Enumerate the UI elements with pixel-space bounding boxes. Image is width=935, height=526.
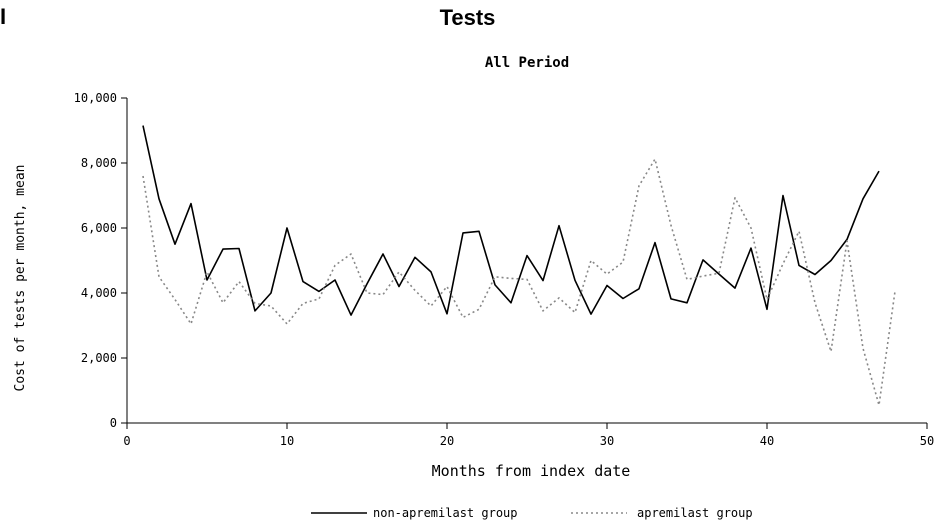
y-ticks: 0 2,000 4,000 6,000 8,000 10,000 [74, 91, 127, 430]
y-tick-label: 0 [110, 416, 117, 430]
y-tick-label: 2,000 [81, 351, 117, 365]
legend-label-apremilast: apremilast group [637, 506, 753, 520]
x-tick-label: 40 [760, 434, 774, 448]
chart-title: All Period [485, 55, 569, 71]
x-axis-label: Months from index date [432, 462, 631, 480]
panel-letter: I [0, 4, 7, 29]
y-tick-label: 10,000 [74, 91, 117, 105]
series-line-non-apremilast [142, 125, 880, 316]
x-tick-label: 10 [280, 434, 294, 448]
y-tick-label: 8,000 [81, 156, 117, 170]
x-tick-label: 0 [123, 434, 130, 448]
y-tick-label: 4,000 [81, 286, 117, 300]
x-tick-label: 20 [440, 434, 454, 448]
series-line-apremilast [142, 158, 896, 406]
legend: non-apremilast group apremilast group [311, 506, 753, 520]
panel-title: Tests [439, 5, 496, 30]
x-tick-label: 50 [920, 434, 934, 448]
x-ticks: 0 10 20 30 40 50 [123, 423, 934, 448]
series-layer [142, 125, 896, 406]
y-tick-label: 6,000 [81, 221, 117, 235]
y-axis-label: Cost of tests per month, mean [13, 165, 28, 392]
legend-label-non-apremilast: non-apremilast group [373, 506, 518, 520]
x-tick-label: 30 [600, 434, 614, 448]
